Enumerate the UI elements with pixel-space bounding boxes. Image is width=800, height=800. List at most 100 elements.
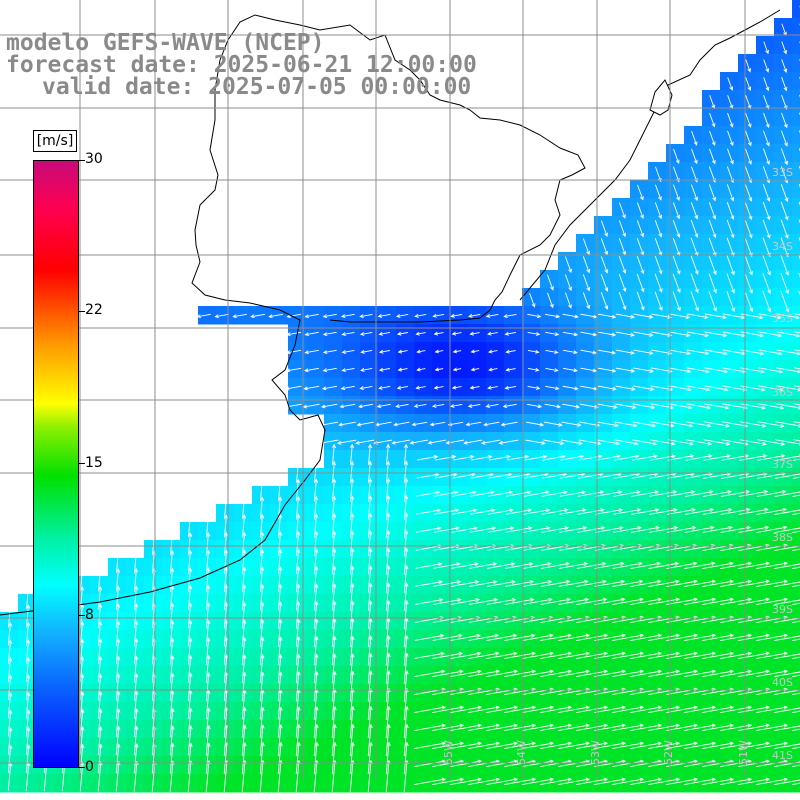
wind-arrow xyxy=(447,421,464,427)
wind-arrow xyxy=(709,113,716,128)
wind-arrow xyxy=(336,439,357,445)
wind-arrow xyxy=(667,490,696,497)
wind-arrow xyxy=(331,495,337,520)
wind-arrow xyxy=(322,313,337,319)
wind-arrow xyxy=(708,219,717,239)
wind-arrow xyxy=(414,651,445,659)
wind-arrow xyxy=(720,597,753,605)
wind-arrow xyxy=(205,549,211,574)
wind-arrow xyxy=(133,638,139,665)
wind-arrow xyxy=(187,707,193,738)
wind-cell xyxy=(792,450,800,469)
wind-arrow xyxy=(396,331,408,336)
wind-arrow xyxy=(403,723,409,756)
wind-arrow xyxy=(196,313,211,319)
wind-arrow xyxy=(427,439,447,445)
wind-arrow xyxy=(468,777,501,785)
wind-arrow xyxy=(780,201,789,221)
wind-arrow xyxy=(720,741,753,749)
wind-arrow xyxy=(259,584,265,611)
wind-arrow xyxy=(349,618,355,648)
wind-arrow xyxy=(409,439,429,445)
wind-cell xyxy=(792,144,800,163)
wind-arrow xyxy=(403,652,409,684)
wind-arrow xyxy=(187,672,193,701)
wind-arrow xyxy=(414,633,445,641)
wind-arrow xyxy=(133,708,139,737)
wind-arrow xyxy=(648,597,681,605)
wind-arrow xyxy=(702,741,735,749)
wind-arrow xyxy=(756,597,789,605)
wind-arrow xyxy=(763,112,770,129)
wind-arrow xyxy=(739,421,767,428)
colorbar-tick xyxy=(79,311,85,312)
wind-arrow xyxy=(702,490,732,497)
wind-arrow xyxy=(561,421,582,427)
wind-arrow xyxy=(564,274,572,292)
wind-arrow xyxy=(668,421,694,428)
wind-cell xyxy=(792,432,800,451)
wind-arrow xyxy=(359,331,373,336)
lat-label: 41S xyxy=(772,749,793,762)
wind-cell xyxy=(792,504,800,523)
wind-arrow xyxy=(673,148,680,165)
wind-arrow xyxy=(349,670,355,702)
wind-arrow xyxy=(648,669,681,677)
wind-arrow xyxy=(367,723,373,756)
wind-arrow xyxy=(684,723,717,731)
wind-arrow xyxy=(97,726,103,756)
wind-arrow xyxy=(205,672,211,701)
wind-cell xyxy=(792,396,800,415)
wind-arrow xyxy=(485,403,499,408)
wind-arrow xyxy=(762,273,772,295)
wind-arrow xyxy=(391,439,411,445)
wind-arrow xyxy=(612,526,642,533)
wind-arrow xyxy=(259,741,265,774)
wind-arrow xyxy=(205,619,211,647)
wind-arrow xyxy=(525,439,546,445)
wind-arrow xyxy=(672,202,681,220)
wind-arrow xyxy=(702,651,735,659)
wind-arrow xyxy=(169,690,175,719)
wind-arrow xyxy=(781,77,788,92)
wind-arrow xyxy=(774,491,800,497)
wind-arrow xyxy=(367,477,373,502)
wind-arrow xyxy=(775,367,800,374)
wind-arrow xyxy=(416,349,426,354)
wind-arrow xyxy=(745,95,752,110)
lon-label: 55W xyxy=(442,740,455,765)
wind-arrow xyxy=(763,94,770,110)
wind-arrow xyxy=(187,654,193,683)
wind-arrow xyxy=(133,690,139,719)
wind-arrow xyxy=(331,583,337,611)
wind-arrow xyxy=(594,777,627,785)
wind-arrow xyxy=(793,421,800,424)
wind-arrow xyxy=(648,777,681,785)
wind-arrow xyxy=(80,568,85,592)
wind-arrow xyxy=(576,777,609,785)
wind-arrow xyxy=(349,478,355,502)
wind-arrow xyxy=(504,723,537,731)
wind-arrow xyxy=(302,403,320,409)
wind-arrow xyxy=(115,638,121,665)
wind-arrow xyxy=(654,291,663,312)
wind-arrow xyxy=(97,585,103,610)
wind-arrow xyxy=(564,256,572,274)
wind-arrow xyxy=(562,349,578,355)
wind-arrow xyxy=(756,561,789,569)
wind-arrow xyxy=(655,184,662,201)
wind-arrow xyxy=(331,670,337,702)
wind-arrow xyxy=(471,454,493,461)
wind-arrow xyxy=(630,561,662,569)
wind-arrow xyxy=(612,705,645,713)
wind-arrow xyxy=(775,385,800,392)
wind-cell xyxy=(792,216,800,235)
wind-arrow xyxy=(470,349,480,354)
wind-arrow xyxy=(488,454,511,461)
wind-arrow xyxy=(600,292,609,310)
wind-arrow xyxy=(690,255,699,275)
wind-arrow xyxy=(684,777,717,785)
wind-arrow xyxy=(762,219,771,239)
wind-arrow xyxy=(368,443,372,465)
wind-arrow xyxy=(169,707,175,738)
